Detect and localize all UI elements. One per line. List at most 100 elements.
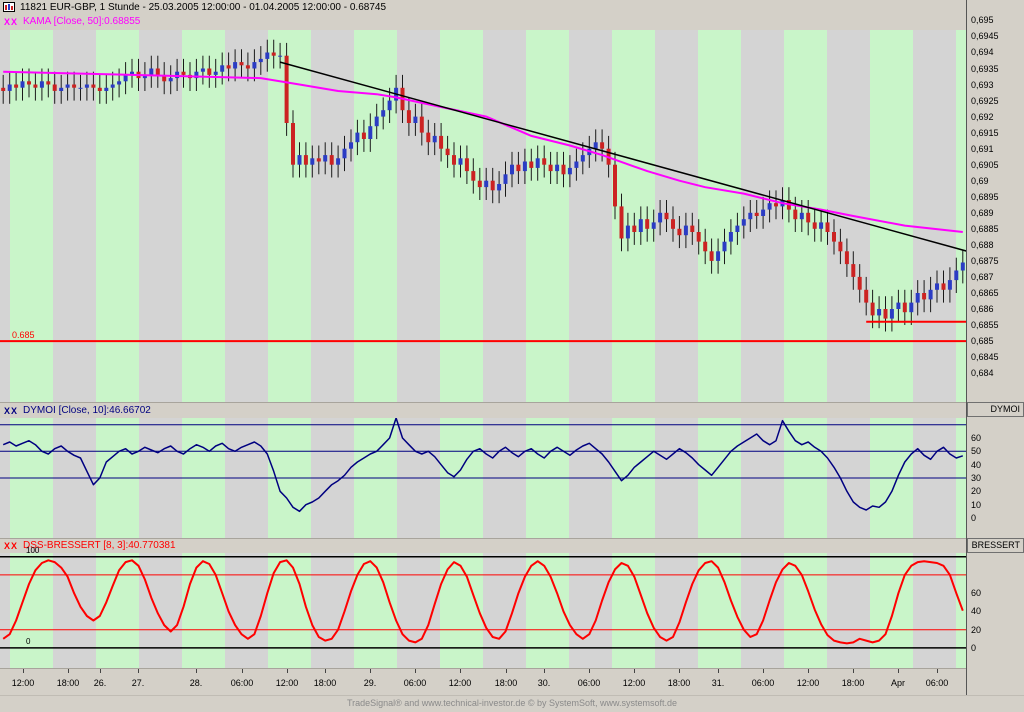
time-axis-label: 18:00	[841, 678, 865, 688]
axis-tick-label: 0,693	[971, 80, 994, 90]
time-axis-label: 29.	[363, 678, 377, 688]
axis-tick-label: 0,6915	[971, 128, 999, 138]
axis-tick-label: 0,6925	[971, 96, 999, 106]
chart-titlebar: 11821 EUR-GBP, 1 Stunde - 25.03.2005 12:…	[0, 0, 1024, 14]
time-tick	[325, 669, 326, 673]
bressert-label-text: DSS-BRESSERT [8, 3]:40.770381	[23, 540, 176, 551]
dymoi-panel[interactable]	[0, 418, 966, 538]
time-tick	[634, 669, 635, 673]
axis-tick-label: 20	[971, 625, 982, 635]
time-tick	[415, 669, 416, 673]
axis-tick-label: 0,684	[971, 368, 994, 378]
axis-tick-label: 10	[971, 500, 982, 510]
kama-label-text: KAMA [Close, 50]:0.68855	[23, 16, 141, 27]
axis-tick-label: 0,692	[971, 112, 994, 122]
axis-tick-label: 0,695	[971, 15, 994, 25]
axis-tick-label: 0,6935	[971, 64, 999, 74]
axis-tick-label: 0,686	[971, 304, 994, 314]
bressert-scale-label: 0	[26, 637, 31, 646]
axis-tick-label: 0,688	[971, 240, 994, 250]
time-tick	[937, 669, 938, 673]
time-axis-label: 26.	[93, 678, 107, 688]
time-tick	[853, 669, 854, 673]
kama-close-icon[interactable]: XX	[4, 17, 19, 27]
time-tick	[718, 669, 719, 673]
time-tick	[23, 669, 24, 673]
axis-tick-label: 0,6895	[971, 192, 999, 202]
bressert-scale-label: 100	[26, 546, 40, 555]
bressert-line	[2, 559, 964, 645]
axis-tick-label: 0,6905	[971, 160, 999, 170]
time-tick	[506, 669, 507, 673]
bressert-axis-title: BRESSERT	[967, 538, 1024, 553]
time-tick	[196, 669, 197, 673]
bressert-panel[interactable]	[0, 553, 966, 668]
time-axis-label: 18:00	[56, 678, 80, 688]
time-axis-label: 27.	[131, 678, 145, 688]
time-axis-label: 06:00	[577, 678, 601, 688]
axis-tick-label: 0,6945	[971, 31, 999, 41]
time-axis[interactable]: 12:00 18:00 26. 27. 28. 06:00 12:00 18:00 29. 06:…	[0, 668, 966, 695]
time-tick	[544, 669, 545, 673]
time-axis-label: 12:00	[275, 678, 299, 688]
time-axis-label: 12:00	[796, 678, 820, 688]
axis-tick-label: 0,691	[971, 144, 994, 154]
dymoi-close-icon[interactable]: XX	[4, 405, 19, 416]
price-axis[interactable]: DYMOI BRESSERT 0,695 0,6945 0,694 0,6935 0,6…	[966, 0, 1024, 712]
time-tick	[138, 669, 139, 673]
time-axis-label: 31.	[711, 678, 725, 688]
status-bar: TradeSignal® and www.technical-investor.…	[0, 695, 1024, 712]
axis-tick-label: 30	[971, 473, 982, 483]
time-tick	[589, 669, 590, 673]
time-axis-label: 18:00	[494, 678, 518, 688]
axis-tick-label: 0,6855	[971, 320, 999, 330]
time-axis-label: 06:00	[403, 678, 427, 688]
axis-tick-label: 0,6885	[971, 224, 999, 234]
time-axis-label: 12:00	[448, 678, 472, 688]
bressert-close-icon[interactable]: XX	[4, 541, 19, 551]
bressert-indicator-label: XX DSS-BRESSERT [8, 3]:40.770381	[0, 538, 966, 553]
axis-tick-label: 40	[971, 606, 982, 616]
time-axis-label: 12:00	[622, 678, 646, 688]
time-tick	[808, 669, 809, 673]
axis-tick-label: 0	[971, 643, 977, 653]
dymoi-label-text: DYMOI [Close, 10]:46.66702	[23, 404, 151, 416]
time-tick	[242, 669, 243, 673]
time-axis-label: 30.	[537, 678, 551, 688]
axis-tick-label: 60	[971, 433, 982, 443]
time-tick	[370, 669, 371, 673]
time-tick	[68, 669, 69, 673]
axis-tick-label: 40	[971, 460, 982, 470]
axis-tick-label: 0,689	[971, 208, 994, 218]
time-axis-label: 06:00	[751, 678, 775, 688]
time-tick	[679, 669, 680, 673]
time-axis-label: 18:00	[313, 678, 337, 688]
chart-title: 11821 EUR-GBP, 1 Stunde - 25.03.2005 12:…	[20, 1, 387, 13]
time-tick	[460, 669, 461, 673]
time-axis-label: 06:00	[230, 678, 254, 688]
time-axis-label: 18:00	[667, 678, 691, 688]
dymoi-indicator-label: XX DYMOI [Close, 10]:46.66702	[0, 402, 966, 418]
trendline[interactable]	[279, 61, 966, 252]
support-line-label: 0.685	[12, 330, 35, 340]
axis-tick-label: 60	[971, 588, 982, 598]
axis-tick-label: 50	[971, 446, 982, 456]
time-tick	[763, 669, 764, 673]
kama-indicator-label: XX KAMA [Close, 50]:0.68855	[0, 15, 966, 29]
chart-document-icon	[3, 2, 15, 12]
axis-tick-label: 0,694	[971, 47, 994, 57]
time-axis-label: 12:00	[11, 678, 35, 688]
axis-tick-label: 0,6845	[971, 352, 999, 362]
time-axis-label: 06:00	[925, 678, 949, 688]
dymoi-line	[2, 418, 964, 513]
axis-tick-label: 0,69	[971, 176, 989, 186]
axis-tick-label: 0,6875	[971, 256, 999, 266]
main-price-panel[interactable]: 0.685	[0, 14, 966, 402]
time-axis-label: Apr	[890, 678, 905, 688]
time-tick	[287, 669, 288, 673]
time-tick	[100, 669, 101, 673]
time-tick	[898, 669, 899, 673]
axis-tick-label: 0	[971, 513, 977, 523]
axis-tick-label: 0,6865	[971, 288, 999, 298]
